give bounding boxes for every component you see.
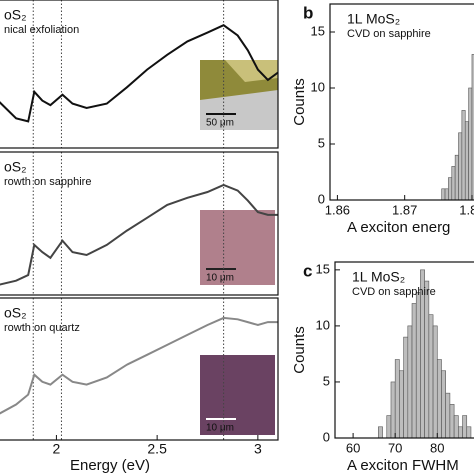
- x-tick-label: 1.87: [392, 202, 417, 217]
- x-tick-label: 1.86: [325, 202, 350, 217]
- histogram-bar: [424, 280, 430, 438]
- plot-area: 50 μm: [0, 0, 278, 148]
- histogram-bar: [453, 415, 459, 438]
- x-tick-label: 80: [430, 440, 444, 455]
- plot-frame: [0, 297, 279, 441]
- panel-text: oS₂: [4, 305, 27, 321]
- histogram-bar: [454, 154, 459, 200]
- scale-label: 10 μm: [206, 423, 234, 434]
- spectrum-line: [0, 24, 278, 123]
- x-axis-label: A exciton energ: [347, 219, 450, 236]
- y-tick-label: 15: [316, 261, 330, 276]
- y-tick-label: 10: [311, 79, 325, 94]
- histogram-bar: [415, 291, 421, 438]
- histogram-bar: [464, 121, 469, 200]
- x-tick-label: 70: [388, 440, 402, 455]
- panel-text: 1L MoS₂: [347, 11, 400, 27]
- histogram-bar: [449, 404, 455, 438]
- histogram-bar: [458, 132, 463, 200]
- plot-area: 10 μm: [0, 298, 278, 440]
- histogram-bar: [445, 392, 451, 438]
- histogram-bar: [448, 177, 453, 200]
- histogram-bar: [436, 359, 442, 438]
- histogram-bar: [461, 110, 466, 200]
- panel-text: rowth on sapphire: [4, 176, 91, 188]
- plot-frame: [0, 151, 279, 296]
- histogram-bar: [394, 359, 400, 438]
- y-axis-label: Counts: [291, 78, 308, 126]
- histogram-bar: [441, 188, 446, 200]
- inset-image: [200, 210, 275, 285]
- histogram-bar: [466, 426, 472, 438]
- y-tick-label: 0: [318, 191, 325, 206]
- histogram-bar: [462, 415, 468, 438]
- panel-label: c: [303, 261, 312, 280]
- histogram-bar: [451, 166, 456, 200]
- histogram-bar: [432, 325, 438, 438]
- panel-text: rowth on quartz: [4, 322, 80, 334]
- histogram-bar: [468, 87, 473, 200]
- x-axis-label: A exciton FWHM: [347, 457, 459, 474]
- histogram-bar: [407, 325, 413, 438]
- histogram-bar: [444, 188, 449, 200]
- histogram-bar: [428, 314, 434, 438]
- histogram-bar: [378, 426, 383, 438]
- y-axis-label: Counts: [291, 326, 308, 374]
- histogram-bar: [386, 415, 392, 438]
- spectrum-line: [0, 183, 278, 286]
- panel-text: oS₂: [4, 159, 27, 175]
- y-tick-label: 10: [316, 317, 330, 332]
- histogram-bar: [441, 370, 446, 438]
- histogram-bar: [411, 303, 417, 438]
- plot-frame: [329, 3, 474, 201]
- y-tick-label: 5: [323, 373, 330, 388]
- scale-label: 50 μm: [206, 118, 234, 129]
- panel-text: oS₂: [4, 7, 27, 23]
- x-axis-label: Energy (eV): [70, 457, 150, 474]
- plot-area: [441, 54, 474, 200]
- x-tick-label: 2.5: [147, 441, 167, 457]
- panel-label: b: [303, 3, 313, 22]
- panel-text: nical exfoliation: [4, 24, 79, 36]
- y-tick-label: 15: [311, 23, 325, 38]
- plot-area: [378, 269, 472, 438]
- plot-frame: [334, 261, 474, 439]
- plot-frame: [0, 0, 279, 149]
- y-tick-label: 0: [323, 429, 330, 444]
- panel-text: 1L MoS₂: [352, 269, 405, 285]
- histogram-bar: [403, 336, 409, 438]
- x-tick-label: 1.88: [459, 202, 474, 217]
- scale-label: 10 μm: [206, 273, 234, 284]
- histogram-bar: [390, 381, 396, 438]
- panel-text: CVD on sapphire: [347, 28, 431, 40]
- panel-text: CVD on sapphire: [352, 286, 436, 298]
- plot-area: 10 μm: [0, 152, 278, 295]
- inset-image: [200, 355, 275, 435]
- x-tick-label: 3: [254, 441, 262, 457]
- y-tick-label: 5: [318, 135, 325, 150]
- histogram-bar: [458, 426, 463, 438]
- histogram-bar: [399, 370, 404, 438]
- spectrum-line: [0, 316, 278, 415]
- x-tick-label: 60: [346, 440, 360, 455]
- x-tick-label: 2: [53, 441, 61, 457]
